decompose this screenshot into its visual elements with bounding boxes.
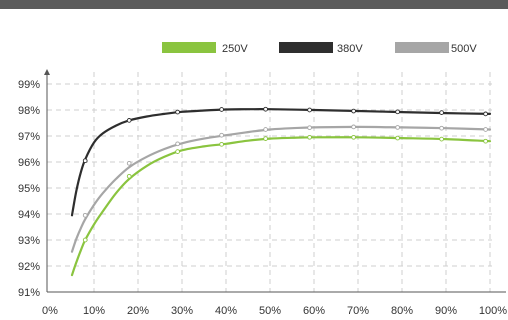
y-tick-label: 96% [18,157,40,169]
legend: 250V 380V 500V [162,42,477,55]
data-point-250v [263,136,268,141]
x-tick-label: 80% [391,305,413,317]
x-tick-label: 40% [215,305,237,317]
series-line-250v [70,136,492,277]
y-tick-label: 93% [18,235,40,247]
y-tick-label: 99% [18,79,40,91]
x-tick-label: 70% [347,305,369,317]
data-point-500v [126,160,132,166]
data-point-250v [439,136,444,142]
legend-swatch-250v [162,42,216,53]
data-point-380v [307,107,312,113]
x-tick-label: 90% [435,305,457,317]
y-tick-label: 97% [18,131,40,143]
data-point-380v [351,108,356,114]
data-point-500v [439,125,444,131]
x-tick-label: 10% [83,305,105,317]
data-point-500v [82,212,88,218]
series-line-500v [70,125,492,253]
x-tick-label: 100% [479,305,507,317]
data-point-500v [483,127,488,132]
y-tick-label: 95% [18,183,40,195]
data-point-500v [175,141,180,147]
data-point-500v [307,125,312,131]
data-point-380v [263,106,268,112]
data-point-380v [395,109,400,115]
data-point-250v [82,237,88,243]
legend-swatch-380v [279,42,333,53]
y-tick-label: 94% [18,209,40,221]
grid [47,72,492,292]
y-tick-label: 98% [18,105,40,117]
legend-swatch-500v [395,42,449,53]
legend-label-380v: 380V [337,43,363,55]
x-tick-label: 50% [259,305,281,317]
data-point-380v [219,107,224,112]
data-point-500v [219,132,224,138]
data-point-380v [82,158,88,164]
data-point-250v [351,134,356,140]
legend-label-250v: 250V [222,43,248,55]
x-tick-label: 0% [42,305,58,317]
x-tick-label: 20% [127,305,149,317]
data-point-250v [395,135,400,141]
data-point-500v [351,124,356,130]
y-tick-label: 92% [18,261,40,273]
x-tick-label: 30% [171,305,193,317]
legend-label-500v: 500V [451,43,477,55]
data-point-250v [175,149,180,154]
data-point-380v [439,110,444,115]
x-tick-label: 60% [303,305,325,317]
y-tick-label: 91% [18,287,40,299]
axes [44,69,506,293]
data-point-500v [263,127,268,132]
data-point-380v [175,109,180,115]
data-point-380v [483,111,488,117]
data-point-500v [395,125,400,130]
data-point-250v [126,173,132,179]
data-point-250v [219,141,224,147]
tick-labels: 91% 92% 93% 94% 95% 96% 97% 98% 99% 0% 10% 20% 30% 40… [18,79,507,317]
data-point-250v [483,138,488,144]
data-point-380v [126,118,132,123]
series [70,106,492,277]
data-point-250v [307,134,312,140]
y-axis-arrow [44,69,50,75]
top-bar [0,0,508,9]
